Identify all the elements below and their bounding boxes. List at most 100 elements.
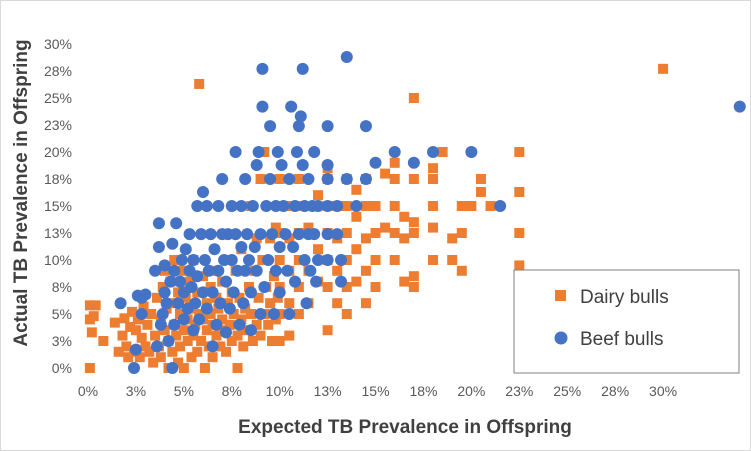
x-tick-label: 20% bbox=[457, 383, 485, 399]
beef-bull-point bbox=[277, 200, 290, 212]
dairy-bull-point bbox=[134, 352, 145, 363]
beef-bull-point bbox=[233, 318, 246, 331]
dairy-bull-point bbox=[447, 233, 458, 244]
beef-bull-point bbox=[243, 254, 256, 266]
beef-bull-point bbox=[285, 100, 298, 113]
beef-bull-point bbox=[269, 264, 282, 277]
dairy-bull-point bbox=[370, 255, 381, 265]
dairy-bull-point bbox=[88, 311, 99, 322]
beef-bull-point bbox=[340, 50, 353, 63]
beef-bull-point bbox=[296, 158, 309, 171]
dairy-bull-point bbox=[226, 336, 237, 346]
beef-bull-point bbox=[494, 200, 507, 212]
beef-bull-point bbox=[273, 241, 286, 254]
beef-bull-point bbox=[225, 200, 238, 212]
legend-box bbox=[513, 269, 740, 374]
dairy-bull-point bbox=[293, 282, 304, 292]
beef-bull-point bbox=[248, 241, 261, 254]
dairy-bull-point bbox=[175, 341, 186, 352]
y-tick-label: 18% bbox=[44, 171, 72, 187]
y-axis-ticks: 0% 3% 5% 8% 10% 13% 15% 18% 20% 23% 25% 28% 30% bbox=[44, 36, 72, 376]
beef-bull-point bbox=[427, 146, 440, 158]
beef-bull-point bbox=[206, 286, 219, 299]
beef-bull-point bbox=[187, 324, 200, 337]
dairy-bull-point bbox=[475, 174, 486, 184]
dairy-bull-point bbox=[313, 244, 324, 255]
dairy-bull-point bbox=[360, 265, 371, 276]
dairy-bull-point bbox=[313, 190, 324, 201]
beef-bull-point bbox=[264, 120, 277, 133]
beef-bull-point bbox=[185, 281, 198, 293]
beef-bull-point bbox=[168, 264, 181, 277]
dairy-bull-point bbox=[98, 336, 109, 346]
beef-bull-point bbox=[220, 326, 233, 339]
dairy-bull-point bbox=[408, 93, 419, 103]
y-tick-label: 28% bbox=[44, 63, 72, 79]
dairy-bull-point bbox=[86, 327, 97, 338]
beef-bull-point bbox=[235, 241, 248, 254]
dairy-bull-point bbox=[234, 292, 245, 303]
dairy-bull-point bbox=[186, 352, 197, 363]
beef-bull-point bbox=[170, 217, 183, 230]
legend-beef-bulls-marker bbox=[554, 331, 568, 345]
beef-bull-point bbox=[304, 264, 317, 277]
dairy-bull-point bbox=[215, 341, 226, 352]
beef-bull-point bbox=[321, 158, 334, 171]
beef-bull-point bbox=[465, 146, 478, 158]
dairy-bull-point bbox=[274, 336, 285, 346]
beef-bull-point bbox=[168, 318, 181, 331]
beef-bull-point bbox=[292, 228, 305, 241]
beef-bull-point bbox=[154, 318, 167, 331]
beef-bull-point bbox=[302, 173, 315, 185]
dairy-bull-point bbox=[232, 330, 243, 341]
dairy-bull-point bbox=[205, 309, 216, 319]
dairy-bull-point bbox=[658, 63, 669, 74]
dairy-bull-point bbox=[428, 174, 439, 184]
beef-bull-point bbox=[195, 228, 208, 241]
beef-bull-point bbox=[260, 200, 273, 212]
beef-bull-point bbox=[208, 243, 221, 256]
beef-bull-point bbox=[158, 259, 171, 272]
dairy-bull-point bbox=[389, 157, 400, 168]
y-tick-label: 25% bbox=[44, 90, 72, 106]
dairy-bull-point bbox=[341, 282, 352, 292]
dairy-bull-point bbox=[140, 341, 151, 352]
beef-bull-point bbox=[129, 343, 142, 356]
beef-bull-point bbox=[179, 243, 192, 256]
dairy-bull-point bbox=[178, 363, 189, 373]
y-tick-label: 20% bbox=[44, 144, 72, 160]
dairy-bull-point bbox=[196, 336, 207, 346]
beef-bull-point bbox=[166, 237, 179, 250]
beef-bull-point bbox=[174, 275, 187, 288]
dairy-bull-point bbox=[408, 217, 419, 228]
beef-bull-point bbox=[229, 228, 242, 241]
beef-bull-point bbox=[149, 264, 162, 277]
beef-bull-point bbox=[388, 146, 401, 158]
beef-bull-point bbox=[321, 173, 334, 185]
beef-bull-point bbox=[266, 228, 279, 241]
y-tick-label: 0% bbox=[52, 360, 72, 376]
dairy-bull-point bbox=[456, 265, 467, 276]
dairy-bull-point bbox=[171, 330, 182, 341]
dairy-bull-point bbox=[322, 282, 333, 292]
beef-bull-point bbox=[281, 264, 294, 277]
y-tick-label: 5% bbox=[52, 306, 72, 322]
dairy-bull-point bbox=[370, 228, 381, 238]
dairy-bull-point bbox=[514, 228, 525, 238]
beef-bull-point bbox=[244, 286, 257, 299]
beef-bull-point bbox=[312, 200, 325, 212]
beef-bull-point bbox=[198, 254, 211, 266]
beef-bull-point bbox=[279, 228, 292, 241]
beef-bull-point bbox=[239, 173, 252, 185]
dairy-bull-point bbox=[232, 363, 243, 373]
dairy-bull-point bbox=[466, 201, 477, 211]
y-tick-label: 15% bbox=[44, 198, 72, 214]
x-tick-label: 3% bbox=[126, 383, 146, 399]
dairy-bull-point bbox=[251, 319, 262, 330]
series-beef-bulls bbox=[114, 50, 746, 374]
beef-bull-point bbox=[407, 156, 420, 169]
beef-bull-point bbox=[191, 200, 204, 212]
x-tick-label: 18% bbox=[409, 383, 437, 399]
